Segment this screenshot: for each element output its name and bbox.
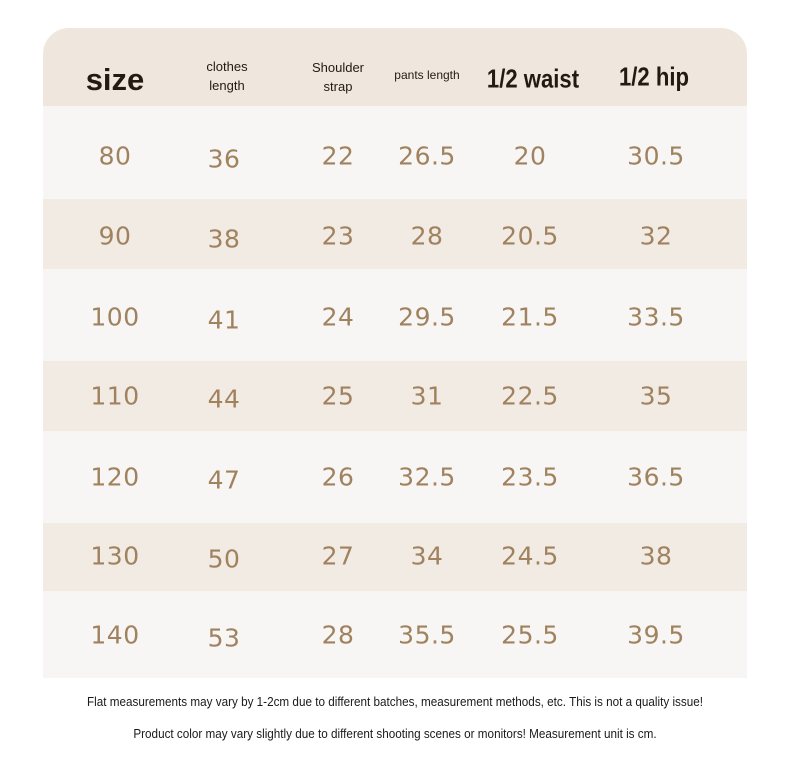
cell-half-waist: 21.5 (501, 302, 559, 332)
cell-pants-length: 31 (410, 381, 444, 411)
cell-shoulder-strap: 23 (321, 221, 355, 251)
cell-shoulder-strap: 22 (321, 141, 355, 171)
cell-shoulder-strap: 26 (321, 462, 355, 492)
cell-size: 100 (90, 302, 140, 332)
cell-size: 90 (98, 221, 132, 251)
cell-half-waist: 25.5 (501, 620, 559, 650)
header-shoulder-strap: Shoulder strap (311, 60, 365, 94)
cell-shoulder-strap: 28 (321, 620, 355, 650)
table-row: 110 44 25 31 22.5 35 (43, 361, 747, 431)
cell-half-waist: 24.5 (501, 541, 559, 571)
cell-clothes-length: 53 (207, 623, 241, 653)
cell-half-hip: 36.5 (627, 462, 685, 492)
cell-pants-length: 29.5 (398, 302, 456, 332)
cell-pants-length: 32.5 (398, 462, 456, 492)
cell-pants-length: 35.5 (398, 620, 456, 650)
cell-size: 80 (98, 141, 132, 171)
header-clothes-length: clothes length (206, 59, 248, 93)
cell-half-waist: 22.5 (501, 381, 559, 411)
cell-size: 140 (90, 620, 140, 650)
cell-shoulder-strap: 27 (321, 541, 355, 571)
table-row: 130 50 27 34 24.5 38 (43, 523, 747, 591)
cell-half-waist: 23.5 (501, 462, 559, 492)
cell-size: 130 (90, 541, 140, 571)
header-size: size (85, 62, 145, 97)
cell-half-hip: 35 (639, 381, 673, 411)
cell-half-hip: 38 (639, 541, 673, 571)
cell-clothes-length: 36 (207, 144, 241, 174)
cell-clothes-length: 44 (207, 384, 241, 414)
cell-pants-length: 26.5 (398, 141, 456, 171)
note-measurement-variance: Flat measurements may vary by 1-2cm due … (86, 694, 704, 709)
cell-pants-length: 28 (410, 221, 444, 251)
cell-half-hip: 33.5 (627, 302, 685, 332)
cell-size: 120 (90, 462, 140, 492)
note-color-variance: Product color may vary slightly due to d… (133, 726, 657, 741)
cell-shoulder-strap: 25 (321, 381, 355, 411)
cell-half-waist: 20 (513, 141, 547, 171)
cell-size: 110 (90, 381, 140, 411)
cell-half-hip: 30.5 (627, 141, 685, 171)
cell-clothes-length: 50 (207, 544, 241, 574)
table-row: 100 41 24 29.5 21.5 33.5 (43, 269, 747, 361)
cell-half-waist: 20.5 (501, 221, 559, 251)
cell-shoulder-strap: 24 (321, 302, 355, 332)
cell-clothes-length: 38 (207, 224, 241, 254)
table-row: 140 53 28 35.5 25.5 39.5 (43, 591, 747, 678)
table-header: size clothes length Shoulder strap pants… (43, 28, 747, 106)
cell-clothes-length: 47 (207, 465, 241, 495)
cell-half-hip: 32 (639, 221, 673, 251)
header-pants-length: pants length (394, 68, 460, 82)
header-half-waist: 1/2 waist (486, 63, 580, 94)
table-row: 80 36 22 26.5 20 30.5 (43, 106, 747, 199)
cell-pants-length: 34 (410, 541, 444, 571)
cell-clothes-length: 41 (207, 305, 241, 335)
size-chart-table: size clothes length Shoulder strap pants… (43, 28, 747, 678)
cell-half-hip: 39.5 (627, 620, 685, 650)
table-row: 90 38 23 28 20.5 32 (43, 199, 747, 269)
header-half-hip: 1/2 hip (618, 61, 690, 92)
table-row: 120 47 26 32.5 23.5 36.5 (43, 431, 747, 523)
